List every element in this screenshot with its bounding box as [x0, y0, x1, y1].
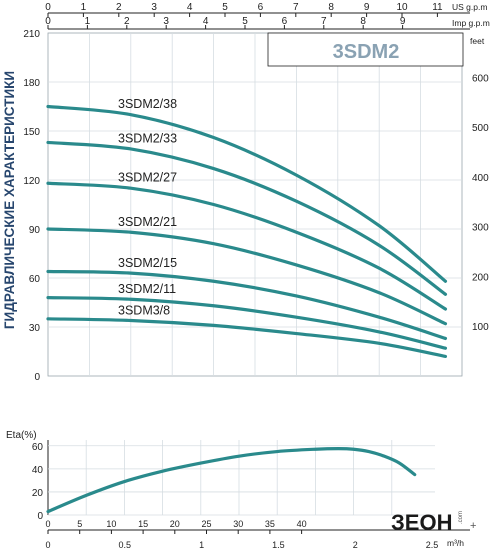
- imp-gpm-tick-label: 6: [282, 16, 288, 27]
- head-curve: [46, 227, 448, 326]
- us-gpm-tick-label: 8: [328, 2, 334, 13]
- curve-label: 3SDM2/11: [118, 282, 176, 296]
- m3h-tick-label: 2: [353, 540, 358, 550]
- lmin-tick-label: 20: [170, 519, 180, 529]
- m3h-tick-label: 2.5: [426, 540, 439, 550]
- eta-grid: 0 20 40 60: [32, 440, 435, 522]
- y-right-tick-label: 300: [472, 223, 489, 234]
- curve-label: 3SDM2/38: [118, 97, 177, 111]
- efficiency-curve: [46, 447, 417, 514]
- lmin-tick-label: 10: [106, 519, 116, 529]
- m3h-unit: m³/h: [447, 538, 464, 548]
- curve-label: 3SDM2/33: [118, 131, 177, 145]
- curve-label: 3SDM2/15: [118, 256, 177, 270]
- lmin-tick-label: 5: [77, 519, 82, 529]
- lmin-tick-label: 0: [45, 519, 50, 529]
- eta-y-tick-label: 0: [37, 511, 43, 522]
- bottom-axis: 0 5 10 15 20 25 30 35 40 0 0.5 1 1.5 2 2.5: [45, 519, 470, 550]
- imp-gpm-tick-label: 7: [321, 16, 327, 27]
- y-tick-label: 210: [23, 29, 40, 40]
- imp-gpm-tick-label: 2: [124, 16, 130, 27]
- imp-gpm-tick-label: 1: [85, 16, 91, 27]
- y-right-tick-label: 500: [472, 123, 489, 134]
- y-right-tick-label: 400: [472, 173, 489, 184]
- imp-gpm-tick-label: 0: [45, 16, 51, 27]
- y-tick-label: 30: [29, 323, 41, 334]
- lmin-tick-label: 30: [233, 519, 243, 529]
- us-gpm-tick-label: 10: [396, 2, 408, 13]
- feet-unit: feet: [470, 36, 485, 46]
- imp-gpm-tick-label: 4: [203, 16, 209, 27]
- main-grid: [47, 32, 463, 377]
- lmin-tick-label: 15: [138, 519, 148, 529]
- left-axis: 0 30 60 90 120 150 180 210: [23, 29, 40, 383]
- head-curves: 3SDM2/38 3SDM2/33 3SDM2/27 3SDM2/21 3SDM2/15…: [46, 97, 448, 358]
- head-curve: [46, 181, 448, 311]
- right-axis: 100 200 300 400 500 600: [472, 73, 489, 333]
- us-gpm-tick-label: 0: [45, 2, 51, 13]
- lmin-tick-label: 35: [265, 519, 275, 529]
- m3h-tick-label: 1: [199, 540, 204, 550]
- imp-gpm-tick-label: 9: [400, 16, 406, 27]
- imp-gpm-tick-label: 8: [360, 16, 366, 27]
- logo-suffix: .com: [458, 511, 464, 524]
- logo-plus: +: [470, 520, 476, 532]
- y-tick-label: 150: [23, 127, 40, 138]
- curve-label: 3SDM2/21: [118, 215, 177, 229]
- curve-label: 3SDM2/27: [118, 171, 177, 185]
- head-curve: [46, 140, 448, 296]
- us-gpm-tick-label: 5: [222, 2, 228, 13]
- eta-y-tick-label: 60: [32, 442, 44, 453]
- y-tick-label: 60: [29, 274, 41, 285]
- chart-title: 3SDM2: [333, 41, 400, 63]
- lmin-tick-label: 40: [297, 519, 307, 529]
- head-curve: [46, 104, 448, 283]
- us-gpm-tick-label: 1: [81, 2, 87, 13]
- y-right-tick-label: 600: [472, 73, 489, 84]
- imp-gpm-tick-label: 3: [163, 16, 169, 27]
- y-right-tick-label: 200: [472, 272, 489, 283]
- head-curve: [46, 296, 448, 350]
- us-gpm-tick-label: 11: [432, 2, 443, 13]
- m3h-tick-label: 1.5: [272, 540, 285, 550]
- model-box: [267, 32, 464, 67]
- curve-label: 3SDM3/8: [118, 303, 170, 317]
- y-tick-label: 0: [34, 372, 40, 383]
- us-gpm-tick-label: 2: [116, 2, 122, 13]
- m3h-tick-label: 0: [45, 540, 50, 550]
- head-curve: [46, 269, 448, 341]
- eta-y-tick-label: 20: [32, 488, 44, 499]
- us-gpm-unit: US g.p.m: [452, 2, 487, 12]
- lmin-tick-label: 25: [201, 519, 211, 529]
- us-gpm-tick-label: 7: [293, 2, 299, 13]
- y-right-tick-label: 100: [472, 322, 489, 333]
- eta-y-tick-label: 40: [32, 465, 44, 476]
- y-tick-label: 90: [29, 225, 41, 236]
- imp-gpm-tick-label: 5: [242, 16, 248, 27]
- y-tick-label: 120: [23, 176, 40, 187]
- eta-label: Eta(%): [6, 430, 37, 441]
- top-axis: 0 1 2 3 4 5 6 7 8 9 10 110 1 2 3 4 5 6 7 8 9: [45, 2, 470, 30]
- zeon-logo: ЗЕОН .com +: [391, 510, 476, 535]
- side-title: ГИДРАВЛИЧЕСКИЕ ХАРАКТЕРИСТИКИ: [2, 71, 17, 329]
- imp-gpm-unit: Imp g.p.m: [452, 18, 490, 28]
- m3h-tick-label: 0.5: [119, 540, 132, 550]
- eta-curve: [46, 447, 417, 514]
- us-gpm-tick-label: 4: [187, 2, 193, 13]
- head-curve: [46, 317, 448, 358]
- us-gpm-tick-label: 6: [258, 2, 264, 13]
- us-gpm-tick-label: 9: [364, 2, 370, 13]
- logo-text: ЗЕОН: [391, 510, 452, 535]
- y-tick-label: 180: [23, 78, 40, 89]
- us-gpm-tick-label: 3: [151, 2, 157, 13]
